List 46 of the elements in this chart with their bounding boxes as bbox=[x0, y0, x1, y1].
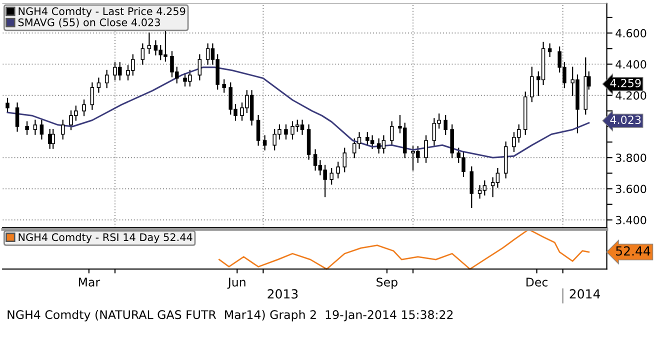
candlestick bbox=[40, 120, 44, 140]
annotation: 4.259 bbox=[610, 78, 641, 88]
candlestick bbox=[222, 79, 226, 93]
y-tick-label: 4.200 bbox=[616, 91, 646, 100]
candlestick bbox=[82, 99, 86, 116]
annotation: 4.023 bbox=[610, 116, 641, 124]
candlestick bbox=[450, 124, 454, 158]
y-tick-label: 3.800 bbox=[616, 154, 646, 162]
candlestick bbox=[470, 166, 474, 208]
candlestick bbox=[198, 54, 202, 80]
candlestick bbox=[256, 115, 260, 146]
legend-label: NGH4 Comdty - RSI 14 Day 52.44 bbox=[18, 233, 192, 244]
y-tick-label: 3.600 bbox=[616, 184, 646, 194]
candlestick bbox=[90, 82, 94, 110]
candlestick bbox=[330, 168, 334, 185]
x-tick-label: Mar bbox=[78, 278, 100, 287]
x-tick-label: Sep bbox=[376, 278, 398, 289]
x-tick-label: Jun bbox=[227, 278, 246, 289]
legend-label: SMAVG (55) on Close 4.023 bbox=[18, 18, 160, 28]
candlestick bbox=[444, 115, 448, 135]
candlestick bbox=[33, 120, 38, 135]
candlestick bbox=[140, 43, 145, 65]
text: 2013 bbox=[268, 289, 298, 299]
candlestick bbox=[51, 129, 55, 149]
candlestick bbox=[6, 98, 10, 114]
candlestick bbox=[15, 102, 20, 132]
candlestick bbox=[60, 120, 65, 140]
y-tick-label: 3.400 bbox=[616, 216, 646, 224]
candlestick bbox=[147, 32, 152, 54]
candlestick bbox=[530, 66, 534, 102]
legend-label: NGH4 Comdty - Last Price 4.259 bbox=[18, 7, 186, 18]
y-tick-label: 4.400 bbox=[616, 60, 646, 69]
candlestick bbox=[96, 78, 101, 93]
text: NGH4 Comdty (NATURAL GAS FUTR Mar14) Graph 2 19-Jan-2014 15:38:22 bbox=[8, 310, 453, 322]
candlestick bbox=[342, 148, 346, 172]
candlestick bbox=[548, 43, 552, 57]
candlestick bbox=[25, 121, 29, 135]
text: 52.44 bbox=[616, 246, 650, 256]
text: 2014 bbox=[570, 289, 600, 299]
candlestick bbox=[424, 135, 428, 163]
candlestick bbox=[284, 124, 288, 140]
candlestick bbox=[336, 162, 340, 178]
candlestick bbox=[104, 70, 109, 88]
candlestick bbox=[390, 121, 394, 146]
x-tick-label: Dec bbox=[526, 278, 548, 287]
y-tick-label: 4.600 bbox=[616, 29, 646, 38]
